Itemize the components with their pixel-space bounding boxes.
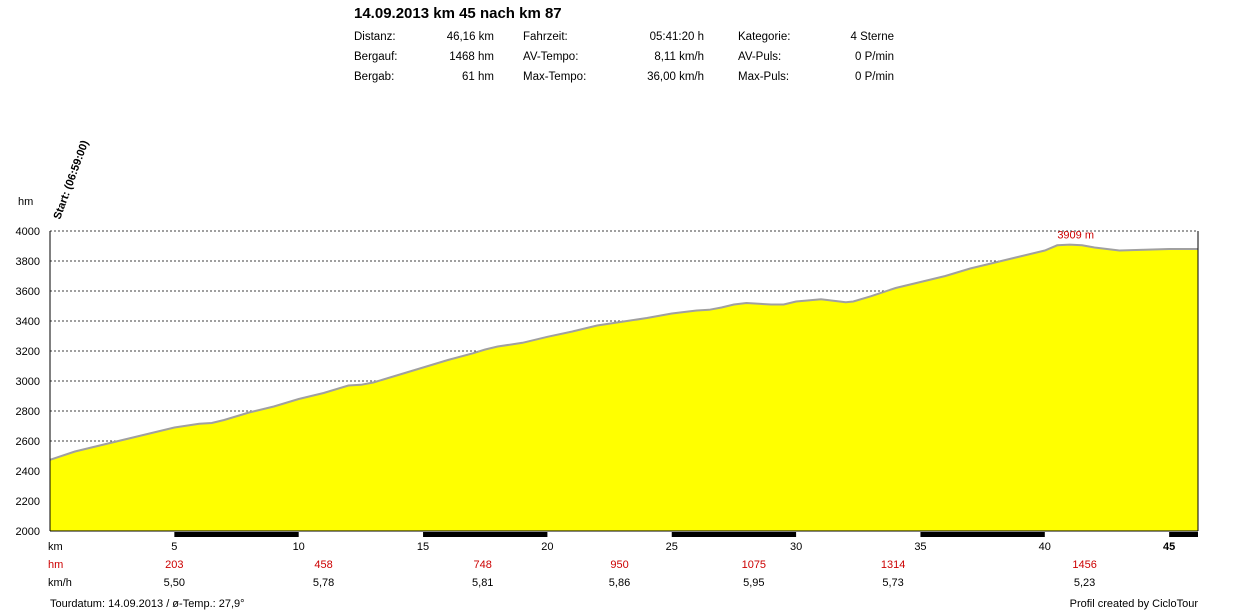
x-tick-label: 15	[417, 541, 429, 553]
max-elevation-annotation: 3909 m	[1057, 230, 1094, 242]
row-label-hm: hm	[48, 559, 63, 571]
x-tick-label: 20	[541, 541, 553, 553]
stat-time-value: 05:41:20 h	[649, 31, 704, 43]
y-tick-label: 4000	[16, 226, 40, 238]
stat-descent-label: Bergab:	[354, 71, 395, 83]
x-tick-label: 45	[1163, 541, 1175, 553]
km-band-block	[671, 532, 797, 537]
footer-credit: Profil created by CicloTour	[1069, 598, 1198, 610]
stat-max-speed-value: 36,00 km/h	[647, 71, 704, 83]
start-time-label: Start: (06:59:00)	[52, 138, 92, 221]
y-tick-label: 3000	[16, 376, 40, 388]
segment-hm-value: 1075	[742, 559, 766, 571]
y-tick-label: 2400	[16, 466, 40, 478]
segment-hm-value: 458	[314, 559, 332, 571]
x-tick-label: 25	[666, 541, 678, 553]
segment-speed-value: 5,73	[882, 577, 903, 589]
segment-hm-value: 950	[610, 559, 628, 571]
footer-tour-info: Tourdatum: 14.09.2013 / ø-Temp.: 27,9°	[50, 598, 245, 610]
y-tick-label: 2000	[16, 526, 40, 538]
elevation-area	[50, 244, 1198, 531]
km-band-block	[920, 532, 1045, 537]
segment-speed-value: 5,50	[164, 577, 185, 589]
stat-avg-speed-value: 8,11 km/h	[654, 51, 704, 63]
segment-speed-value: 5,81	[472, 577, 493, 589]
row-label-speed: km/h	[48, 577, 72, 589]
stat-ascent-value: 1468 hm	[449, 51, 494, 63]
km-band-block	[1169, 532, 1198, 537]
stat-avg-pulse-value: 0 P/min	[855, 51, 894, 63]
stat-avg-pulse-label: AV-Puls:	[738, 51, 782, 63]
elevation-line	[49, 243, 1198, 461]
segment-rows: 203 5,50 458 5,78 748 5,81 950 5,86 1075 5,95 1314…	[164, 559, 1097, 589]
y-tick-label: 2600	[16, 436, 40, 448]
stat-time-label: Fahrzeit:	[523, 31, 568, 43]
stat-max-pulse-value: 0 P/min	[855, 71, 894, 83]
y-axis-label: hm	[18, 196, 33, 208]
stat-descent-value: 61 hm	[462, 71, 494, 83]
stat-avg-speed-label: AV-Tempo:	[523, 51, 579, 63]
stat-category-value: 4 Sterne	[850, 31, 894, 43]
y-tick-label: 3600	[16, 286, 40, 298]
x-tick-labels: 5 10 15 20 25 30 35 40 45	[171, 541, 1175, 553]
stat-category-label: Kategorie:	[738, 31, 791, 43]
x-tick-label: 30	[790, 541, 802, 553]
y-tick-label: 3800	[16, 256, 40, 268]
row-label-km: km	[48, 541, 63, 553]
y-tick-label: 2200	[16, 496, 40, 508]
stat-ascent-label: Bergauf:	[354, 51, 398, 63]
segment-speed-value: 5,78	[313, 577, 334, 589]
segment-speed-value: 5,23	[1074, 577, 1095, 589]
x-tick-label: 40	[1039, 541, 1051, 553]
x-tick-label: 35	[914, 541, 926, 553]
x-tick-label: 5	[171, 541, 177, 553]
segment-hm-value: 748	[474, 559, 492, 571]
y-tick-label: 3400	[16, 316, 40, 328]
km-band	[174, 532, 1198, 537]
chart-title: 14.09.2013 km 45 nach km 87	[354, 5, 562, 22]
segment-hm-value: 1456	[1072, 559, 1096, 571]
stat-distance-label: Distanz:	[354, 31, 396, 43]
stat-max-pulse-label: Max-Puls:	[738, 71, 790, 83]
km-band-block	[423, 532, 548, 537]
y-tick-label: 3200	[16, 346, 40, 358]
y-tick-label: 2800	[16, 406, 40, 418]
segment-speed-value: 5,86	[609, 577, 630, 589]
x-tick-label: 10	[293, 541, 305, 553]
stat-distance-value: 46,16 km	[446, 31, 494, 43]
km-band-block	[174, 532, 299, 537]
segment-speed-value: 5,95	[743, 577, 764, 589]
y-tick-labels: 2000 2200 2400 2600 2800 3000 3200 3400 3600 3800…	[16, 226, 40, 538]
stat-max-speed-label: Max-Tempo:	[523, 71, 587, 83]
segment-hm-value: 203	[165, 559, 183, 571]
segment-hm-value: 1314	[881, 559, 905, 571]
